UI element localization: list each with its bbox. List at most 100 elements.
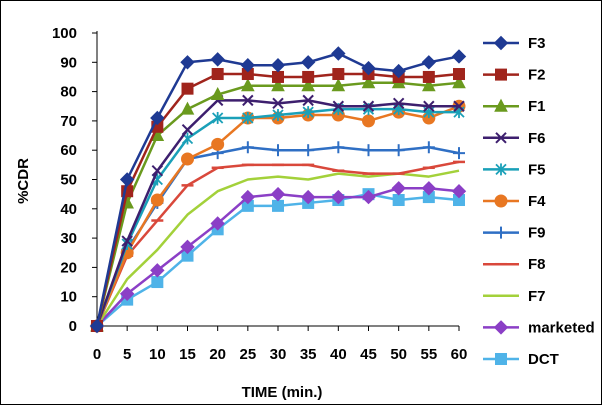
legend-marker bbox=[494, 194, 508, 208]
y-tick-label: 100 bbox=[52, 25, 77, 42]
data-point-f6-stroke bbox=[423, 100, 435, 112]
data-point-f9 bbox=[241, 141, 254, 154]
data-point-f1 bbox=[301, 78, 315, 92]
data-point-f6 bbox=[332, 100, 345, 112]
data-point-marketed bbox=[451, 184, 467, 199]
x-tick-label: 30 bbox=[270, 346, 287, 363]
data-point-f6-stroke bbox=[362, 100, 375, 112]
data-point-marketed bbox=[331, 189, 346, 205]
data-point-marketed bbox=[180, 239, 195, 255]
legend-marker bbox=[495, 163, 507, 176]
series-marketed bbox=[89, 181, 467, 334]
data-point-marketed bbox=[300, 189, 316, 205]
series-f6 bbox=[91, 94, 465, 332]
data-point-f5 bbox=[212, 111, 224, 124]
data-point-f2 bbox=[181, 82, 194, 95]
y-tick-label: 80 bbox=[60, 84, 77, 101]
data-point-f3 bbox=[300, 55, 316, 70]
data-point-f1 bbox=[271, 78, 285, 92]
y-tick-label: 0 bbox=[69, 318, 77, 335]
data-point-f2 bbox=[332, 68, 345, 81]
series-f8 bbox=[91, 160, 465, 328]
legend-label: F1 bbox=[528, 98, 546, 115]
y-tick-label: 40 bbox=[60, 201, 77, 218]
x-tick-label: 60 bbox=[451, 346, 468, 363]
legend-item-f7: F7 bbox=[483, 288, 546, 305]
data-point-f6-stroke bbox=[453, 100, 465, 112]
legend-item-f4: F4 bbox=[483, 193, 546, 210]
legend-item-f6: F6 bbox=[483, 130, 546, 147]
data-point-f3 bbox=[150, 110, 165, 126]
x-axis-title: TIME (min.) bbox=[242, 384, 323, 401]
data-point-f3 bbox=[180, 55, 195, 70]
x-tick-label: 45 bbox=[360, 346, 377, 363]
data-point-f6-stroke bbox=[302, 94, 314, 107]
data-point-f6-stroke bbox=[242, 94, 254, 107]
data-point-f2 bbox=[211, 68, 224, 81]
data-point-f5 bbox=[302, 106, 314, 119]
data-point-f9 bbox=[362, 144, 375, 157]
data-point-f6 bbox=[151, 165, 164, 177]
legend-item-f2: F2 bbox=[483, 67, 546, 84]
data-point-f5 bbox=[242, 111, 254, 124]
data-point-f3 bbox=[331, 46, 346, 61]
data-point-dct bbox=[151, 276, 164, 289]
y-tick-label: 60 bbox=[60, 142, 77, 159]
y-axis-title: %CDR bbox=[15, 158, 32, 204]
axes: 0 10 20 30 40 50 60 70 80 90 100 0 5 10 15 20 25 30 35 40 45… bbox=[52, 25, 467, 363]
series-layer bbox=[89, 46, 467, 334]
legend-marker bbox=[495, 353, 507, 365]
data-point-f2 bbox=[272, 70, 284, 83]
data-point-f9 bbox=[302, 144, 315, 157]
data-point-f3 bbox=[210, 52, 225, 67]
data-point-f3 bbox=[391, 63, 406, 79]
data-point-f9 bbox=[453, 147, 465, 160]
x-tick-label: 5 bbox=[123, 346, 131, 363]
data-point-f3 bbox=[89, 318, 105, 334]
legend-item-f3: F3 bbox=[483, 35, 546, 52]
data-point-f6-stroke bbox=[332, 100, 345, 112]
data-point-f4 bbox=[150, 193, 164, 207]
legend-item-marketed: marketed bbox=[483, 319, 595, 336]
y-tick-label: 10 bbox=[60, 289, 77, 306]
legend-label: F6 bbox=[528, 130, 546, 147]
data-point-f3 bbox=[451, 49, 467, 64]
data-point-dct bbox=[392, 194, 405, 207]
legend-item-f9: F9 bbox=[483, 225, 546, 242]
data-point-f6 bbox=[362, 100, 375, 112]
legend-marker bbox=[495, 68, 507, 81]
legend-marker bbox=[495, 226, 507, 239]
x-tick-label: 10 bbox=[149, 346, 166, 363]
data-point-f5 bbox=[272, 109, 284, 122]
data-point-f4 bbox=[211, 137, 225, 151]
data-point-f6-stroke bbox=[181, 123, 194, 136]
legend-item-dct: DCT bbox=[483, 351, 559, 368]
legend-label: F2 bbox=[528, 67, 546, 84]
data-point-f1 bbox=[361, 75, 376, 89]
legend-label: F5 bbox=[528, 161, 546, 178]
data-point-f1 bbox=[180, 101, 195, 115]
series-f3 bbox=[89, 46, 467, 334]
legend: F3 F2 F1 F6 F5 F4 F9 F8 F7 marketed DCT bbox=[483, 35, 595, 368]
y-tick-label: 20 bbox=[60, 259, 77, 276]
data-point-f1 bbox=[241, 78, 255, 92]
legend-item-f1: F1 bbox=[483, 98, 546, 115]
legend-label: F4 bbox=[528, 193, 546, 210]
data-point-f2 bbox=[453, 68, 465, 81]
data-point-f9 bbox=[392, 144, 405, 157]
data-point-f3 bbox=[119, 172, 135, 187]
data-point-f6 bbox=[302, 94, 314, 107]
data-point-f4 bbox=[181, 152, 194, 166]
data-point-dct bbox=[272, 199, 284, 212]
data-point-f9 bbox=[332, 141, 345, 154]
series-f4 bbox=[90, 99, 466, 333]
data-point-f3 bbox=[421, 55, 437, 70]
legend-marker-stroke bbox=[495, 132, 507, 144]
x-tick-label: 55 bbox=[420, 346, 437, 363]
data-point-f6-stroke bbox=[151, 165, 164, 177]
data-point-f6 bbox=[181, 123, 194, 136]
data-point-f6-stroke bbox=[121, 235, 133, 247]
legend-label: F9 bbox=[528, 225, 546, 242]
